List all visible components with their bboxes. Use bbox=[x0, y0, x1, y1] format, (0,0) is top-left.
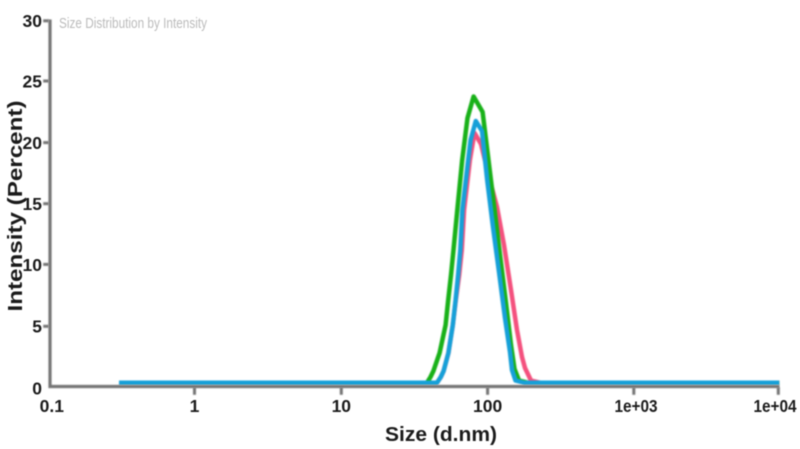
svg-text:30: 30 bbox=[23, 11, 43, 31]
svg-text:0.1: 0.1 bbox=[40, 396, 65, 416]
svg-text:1: 1 bbox=[190, 396, 200, 416]
svg-text:10: 10 bbox=[332, 396, 352, 416]
svg-text:10: 10 bbox=[23, 255, 43, 275]
svg-text:Intensity (Percent): Intensity (Percent) bbox=[5, 100, 27, 311]
svg-text:Size (d.nm): Size (d.nm) bbox=[385, 424, 497, 446]
svg-text:Size Distribution by Intensity: Size Distribution by Intensity bbox=[59, 16, 208, 32]
svg-text:1e+03: 1e+03 bbox=[615, 396, 658, 416]
svg-text:20: 20 bbox=[23, 133, 43, 153]
svg-text:25: 25 bbox=[23, 71, 43, 91]
svg-text:100: 100 bbox=[473, 396, 502, 416]
svg-text:0: 0 bbox=[32, 378, 42, 398]
svg-text:5: 5 bbox=[32, 317, 42, 337]
svg-text:15: 15 bbox=[23, 194, 43, 214]
svg-text:1e+04: 1e+04 bbox=[754, 396, 797, 416]
